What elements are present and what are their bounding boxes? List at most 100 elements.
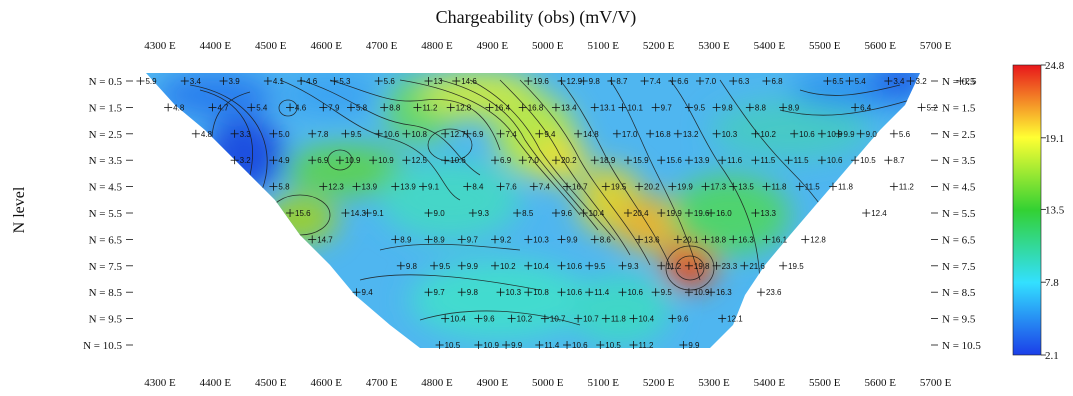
- y-tick-label-right: N = 7.5: [942, 261, 976, 273]
- data-point: 11.5: [784, 156, 809, 165]
- x-tick-label-top: 5500 E: [809, 40, 841, 52]
- data-point-value: 5.6: [899, 130, 911, 139]
- data-point-value: 14.3: [350, 209, 366, 218]
- x-axis-bottom: 4300 E 4400 E 4500 E 4600 E 4700 E 4800 E 4900…: [144, 377, 951, 389]
- x-tick-label-top: 4600 E: [310, 40, 342, 52]
- y-tick-label-right: N = 2.5: [942, 129, 976, 141]
- data-point: 10.4: [441, 314, 466, 324]
- data-point: 14.8: [574, 129, 599, 139]
- data-point-value: 16.7: [572, 183, 588, 192]
- data-point: 9.6: [551, 209, 573, 218]
- x-tick-label-bottom: 5600 E: [864, 377, 896, 389]
- data-point: 10.2: [507, 314, 533, 324]
- data-point-value: 5.8: [356, 103, 368, 112]
- data-point: 11.6: [718, 156, 743, 165]
- data-point-value: 10.1: [627, 103, 643, 112]
- data-point-value: 8.7: [616, 77, 628, 86]
- data-point: 9.4: [352, 288, 373, 297]
- data-point: 10.6: [374, 129, 400, 139]
- data-point: 13.4: [551, 103, 577, 112]
- data-point: 9.9: [834, 129, 855, 139]
- data-point-value: 9.5: [439, 262, 451, 271]
- data-point: 11.8: [762, 182, 787, 192]
- data-point: 5.2: [917, 103, 938, 112]
- x-tick-label-top: 4700 E: [366, 40, 398, 52]
- data-point: 10.8: [402, 129, 428, 139]
- colorbar-gradient: [1012, 64, 1042, 356]
- data-point-value: 9.9: [567, 235, 579, 244]
- data-point: 9.5: [651, 288, 672, 297]
- data-point: 16.1: [762, 235, 788, 244]
- data-point: 10.7: [540, 314, 566, 324]
- data-point-value: 16.0: [716, 209, 732, 218]
- data-point-value: 9.6: [483, 315, 495, 324]
- data-point-value: 9.6: [677, 315, 689, 324]
- x-tick-label-bottom: 5000 E: [532, 377, 564, 389]
- data-point-value: 16.8: [528, 103, 544, 112]
- data-point-value: 11.2: [639, 341, 655, 350]
- data-point-value: 11.8: [838, 183, 854, 192]
- data-point-value: 11.6: [727, 156, 743, 165]
- data-point: 10.6: [817, 156, 843, 165]
- data-point: 9.6: [668, 314, 689, 324]
- data-point-value: 9.8: [589, 77, 601, 86]
- data-point: 3.4: [884, 77, 905, 86]
- data-point-value: 6.8: [771, 77, 783, 86]
- data-point-value: 6.6: [677, 77, 689, 86]
- x-tick-label-bottom: 5200 E: [643, 377, 675, 389]
- data-point-value: 10.9: [694, 288, 710, 297]
- data-point-value: 19.9: [677, 183, 693, 192]
- data-point: 15.9: [623, 156, 649, 165]
- data-point-value: 7.4: [506, 130, 518, 139]
- x-tick-label-top: 5700 E: [920, 40, 952, 52]
- data-point: 10.6: [441, 156, 466, 165]
- x-tick-label-bottom: 5300 E: [698, 377, 730, 389]
- data-point: 5.6: [889, 129, 911, 139]
- data-point: 15.6: [657, 156, 682, 165]
- data-point-value: 3.2: [916, 77, 928, 86]
- data-point-value: 15.6: [666, 156, 682, 165]
- colorbar: 24.8 19.1 13.5 7.8 2.1: [1012, 60, 1065, 362]
- data-point-value: 10.3: [506, 288, 522, 297]
- data-point-value: 10.5: [860, 156, 876, 165]
- y-tick-label-left: N = 4.5: [89, 182, 123, 194]
- data-point: 10.9: [817, 129, 843, 139]
- data-point: 8.7: [884, 156, 905, 165]
- data-point-value: 3.4: [190, 77, 202, 86]
- data-point: 13: [424, 77, 443, 86]
- data-point-value: 23.3: [722, 262, 738, 271]
- data-point-value: 10.2: [500, 262, 516, 271]
- data-point: 12.8: [801, 235, 826, 244]
- y-tick-label-left: N = 2.5: [89, 129, 123, 141]
- data-point-value: 15.9: [633, 156, 649, 165]
- data-point: 10.6: [790, 129, 815, 139]
- data-point-value: 9.3: [627, 262, 639, 271]
- data-point: 9.7: [651, 103, 672, 112]
- data-point-value: 9.9: [511, 341, 523, 350]
- data-point: 5.0: [269, 129, 290, 139]
- data-point: 9.0: [856, 129, 877, 139]
- data-point: 6.3: [729, 77, 750, 86]
- data-point: 9.8: [396, 261, 418, 271]
- y-axis-left: N = 0.5 N = 1.5 N = 2.5 N = 3.5 N = 4.5 N = 5…: [83, 76, 133, 352]
- data-point-value: 6.9: [317, 156, 329, 165]
- x-tick-label-bottom: 4700 E: [366, 377, 398, 389]
- data-point: 11.4: [535, 341, 560, 350]
- data-point: 10.9: [474, 341, 500, 350]
- y-tick-label-right: N = 8.5: [942, 287, 976, 299]
- data-point-value: 10.9: [378, 156, 394, 165]
- data-point: 8.9: [391, 235, 412, 244]
- x-tick-label-bottom: 5500 E: [809, 377, 841, 389]
- data-point-value: 17.3: [711, 183, 727, 192]
- data-point: 13.2: [673, 129, 699, 139]
- data-point-value: 10.5: [445, 341, 461, 350]
- data-point-value: 4.9: [278, 156, 290, 165]
- data-point: 4.1: [263, 77, 285, 86]
- data-point: 13.9: [684, 156, 710, 165]
- data-point-value: 4.6: [295, 103, 307, 112]
- data-point: 11.5: [751, 156, 776, 165]
- data-point: 5.8: [269, 182, 290, 192]
- data-point: 12.8: [446, 103, 472, 112]
- data-point: 14.7: [308, 235, 333, 244]
- y-axis-label: N level: [11, 186, 28, 233]
